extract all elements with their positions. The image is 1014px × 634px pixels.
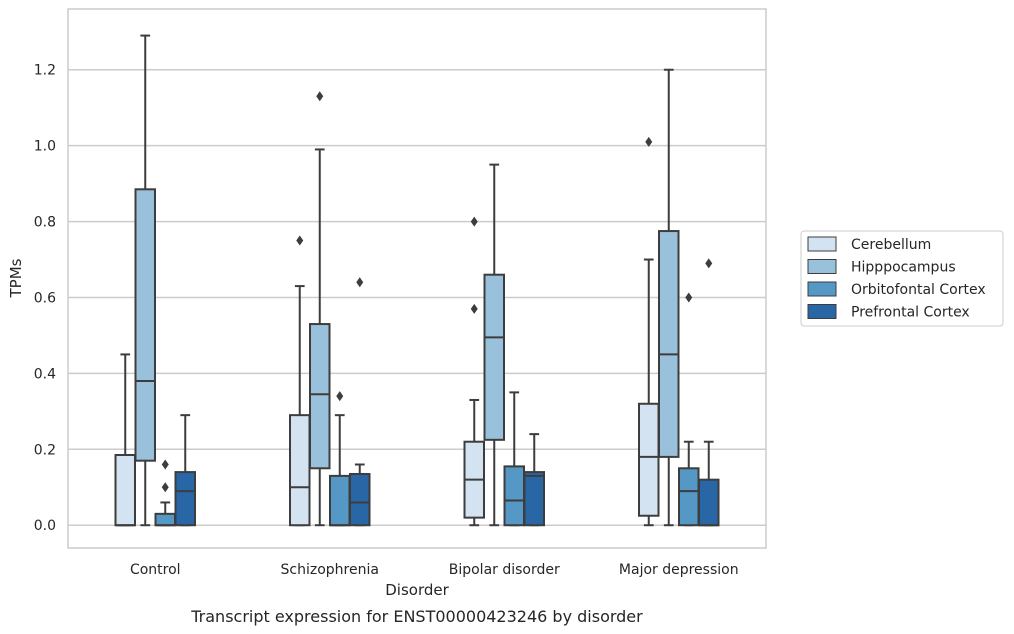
legend-swatch xyxy=(807,259,837,274)
box-orbitofontal-cortex xyxy=(329,391,351,527)
box-prefrontal-cortex xyxy=(174,414,196,527)
x-tick-label: Bipolar disorder xyxy=(449,562,560,578)
outlier-marker xyxy=(161,459,169,470)
y-tick-label: 0.0 xyxy=(34,518,56,534)
outlier-marker xyxy=(705,258,713,269)
outlier-marker xyxy=(161,482,169,493)
box-cerebellum xyxy=(289,235,311,527)
box-iqr xyxy=(329,474,351,527)
legend-swatch xyxy=(807,304,837,319)
box-hipppocampus xyxy=(309,91,331,527)
y-tick-label: 1.2 xyxy=(34,63,56,79)
box-hipppocampus xyxy=(658,68,680,527)
x-axis-label: Disorder xyxy=(385,581,449,599)
box-cerebellum xyxy=(638,136,660,527)
box-prefrontal-cortex xyxy=(349,277,371,527)
y-tick-label: 0.6 xyxy=(34,290,56,306)
outlier-marker xyxy=(296,235,304,246)
box-prefrontal-cortex xyxy=(523,433,545,527)
outlier-marker xyxy=(470,216,478,227)
outlier-marker xyxy=(316,91,324,102)
legend: Cerebellum Hipppocampus Orbitofontal Corte… xyxy=(800,230,1004,327)
outlier-marker xyxy=(336,391,344,402)
y-tick-label: 0.8 xyxy=(34,215,56,231)
legend-label: Orbitofontal Cortex xyxy=(851,282,986,298)
box-iqr xyxy=(349,472,371,527)
y-tick-labels: 0.0 0.2 0.4 0.6 0.8 1.0 1.2 xyxy=(34,63,56,534)
box-iqr xyxy=(114,454,136,527)
legend-label: Cerebellum xyxy=(851,237,931,253)
box-orbitofontal-cortex xyxy=(503,391,525,527)
box-iqr xyxy=(658,230,680,458)
legend-swatch xyxy=(807,236,837,252)
plot-frame xyxy=(67,8,767,549)
legend-swatch xyxy=(807,281,837,297)
box-iqr xyxy=(678,467,700,527)
x-tick-labels: Control Schizophrenia Bipolar disorder Majo… xyxy=(130,562,739,578)
y-tick-label: 0.2 xyxy=(34,442,56,458)
y-axis-label: TPMs xyxy=(7,258,25,298)
box-iqr xyxy=(174,471,196,527)
y-tick-label: 1.0 xyxy=(34,139,56,155)
outlier-marker xyxy=(645,136,653,147)
box-iqr xyxy=(309,323,331,470)
box-iqr xyxy=(503,465,525,527)
box-iqr xyxy=(698,478,720,527)
box-hipppocampus xyxy=(134,34,156,527)
x-tick-label: Schizophrenia xyxy=(281,562,379,578)
box-hipppocampus xyxy=(483,163,505,527)
x-tick-label: Control xyxy=(130,562,181,578)
legend-frame xyxy=(800,230,1004,327)
box-iqr xyxy=(523,471,545,527)
box-iqr xyxy=(638,402,660,517)
box-iqr xyxy=(289,414,311,527)
box-iqr xyxy=(134,188,156,462)
y-tick-label: 0.4 xyxy=(34,366,56,382)
outlier-marker xyxy=(685,292,693,303)
box-cerebellum xyxy=(114,353,136,527)
legend-label: Hipppocampus xyxy=(851,260,956,276)
figure-caption: Transcript expression for ENST0000042324… xyxy=(190,607,643,626)
legend-label: Prefrontal Cortex xyxy=(851,305,970,321)
outlier-marker xyxy=(470,303,478,314)
box-iqr xyxy=(483,273,505,441)
box-prefrontal-cortex xyxy=(698,258,720,527)
outlier-marker xyxy=(356,277,364,288)
box-iqr xyxy=(154,512,176,527)
box-cerebellum xyxy=(463,216,485,527)
x-tick-label: Major depression xyxy=(619,562,739,578)
box-groups xyxy=(114,34,720,527)
